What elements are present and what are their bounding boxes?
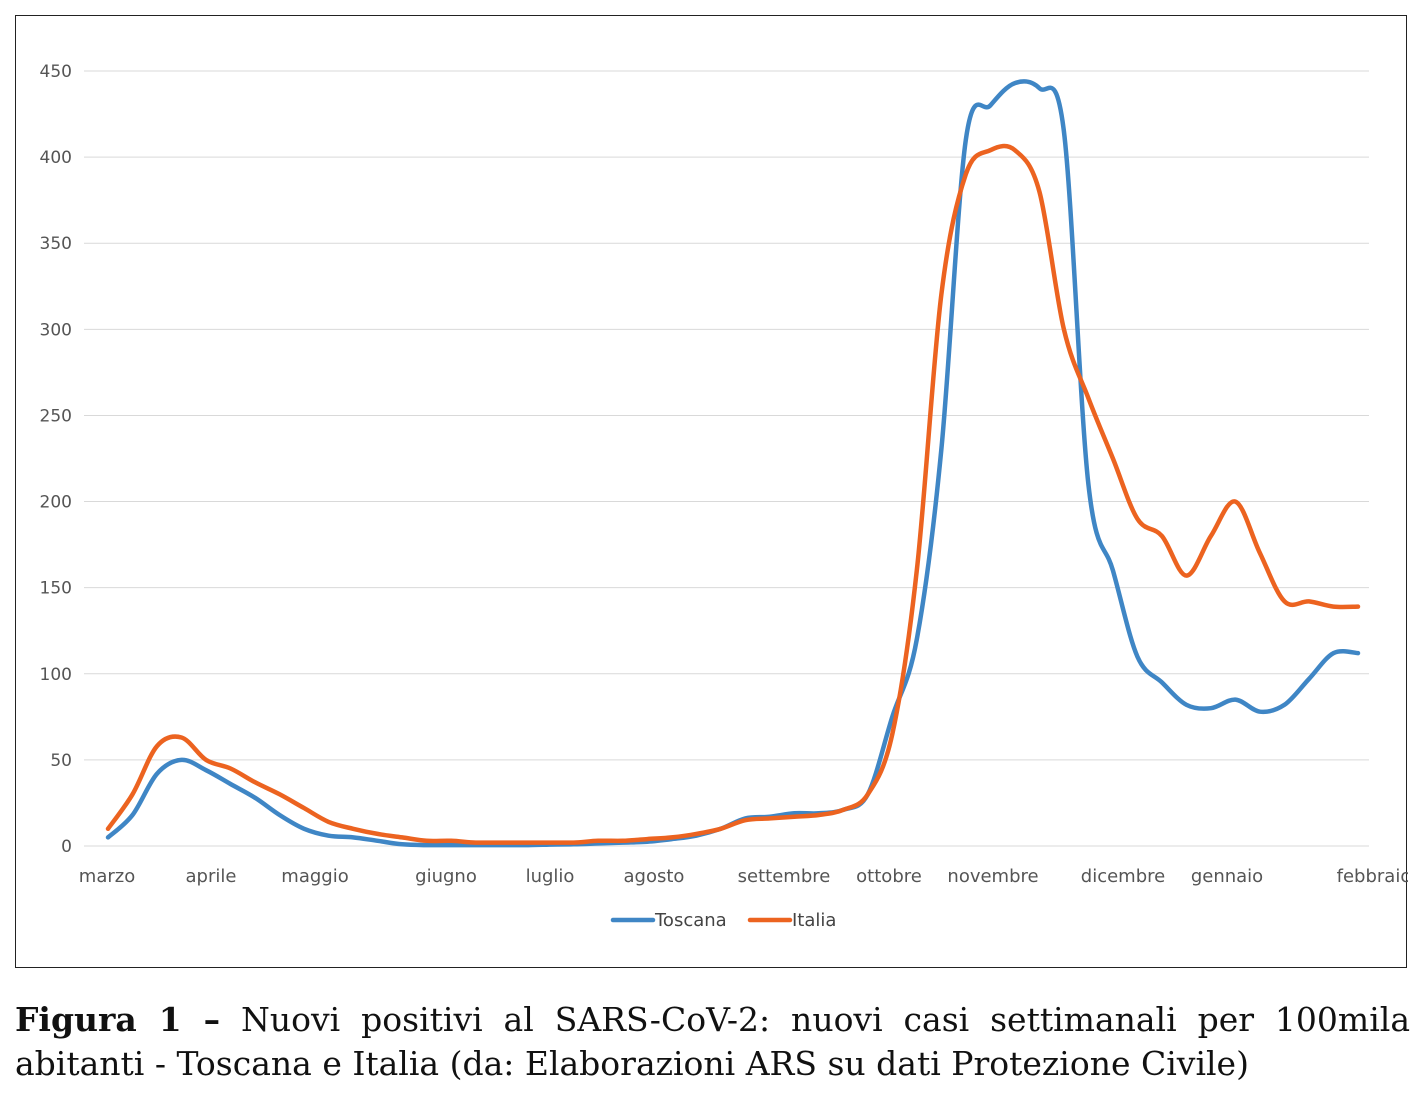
- x-tick-label: dicembre: [1081, 866, 1165, 887]
- x-tick-label: giugno: [415, 866, 477, 887]
- x-tick-label: luglio: [526, 866, 575, 887]
- legend-label-toscana: Toscana: [654, 910, 727, 931]
- gridlines: [84, 70, 1369, 847]
- y-tick-label: 300: [40, 320, 72, 340]
- series-line-italia: [105, 143, 1361, 845]
- y-tick-label: 150: [40, 579, 72, 599]
- x-tick-label: settembre: [738, 866, 831, 887]
- x-tick-label: agosto: [624, 866, 685, 887]
- x-tick-label: maggio: [281, 866, 348, 887]
- y-tick-label: 200: [40, 493, 72, 513]
- y-tick-label: 250: [40, 406, 72, 426]
- x-tick-label: gennaio: [1191, 866, 1263, 887]
- legend-label-italia: Italia: [792, 910, 836, 931]
- x-tick-label: novembre: [947, 866, 1038, 887]
- x-tick-label: marzo: [79, 866, 135, 887]
- legend: Toscana Italia: [610, 910, 836, 931]
- figure-caption: Figura 1 – Nuovi positivi al SARS-CoV-2:…: [15, 998, 1410, 1086]
- x-tick-label: ottobre: [856, 866, 922, 887]
- y-tick-label: 100: [40, 665, 72, 685]
- x-tick-label: aprile: [186, 866, 237, 887]
- chart-frame: 0 50 100 150 200 250 300 350 400 450 marzo aprile m…: [15, 15, 1408, 968]
- y-tick-label: 450: [40, 62, 72, 82]
- y-axis-ticks: 0 50 100 150 200 250 300 350 400 450: [40, 62, 72, 857]
- series-line-toscana: [105, 79, 1361, 848]
- y-tick-label: 0: [61, 837, 72, 857]
- caption-label: Figura 1 –: [15, 1000, 221, 1039]
- series-lines: [105, 79, 1361, 848]
- y-tick-label: 350: [40, 234, 72, 254]
- x-tick-label: febbraio: [1337, 866, 1408, 887]
- caption-text: Nuovi positivi al SARS-CoV-2: nuovi casi…: [15, 1000, 1410, 1083]
- x-axis-ticks: marzo aprile maggio giugno luglio agosto sette…: [79, 866, 1408, 887]
- y-tick-label: 400: [40, 148, 72, 168]
- y-tick-label: 50: [50, 751, 72, 771]
